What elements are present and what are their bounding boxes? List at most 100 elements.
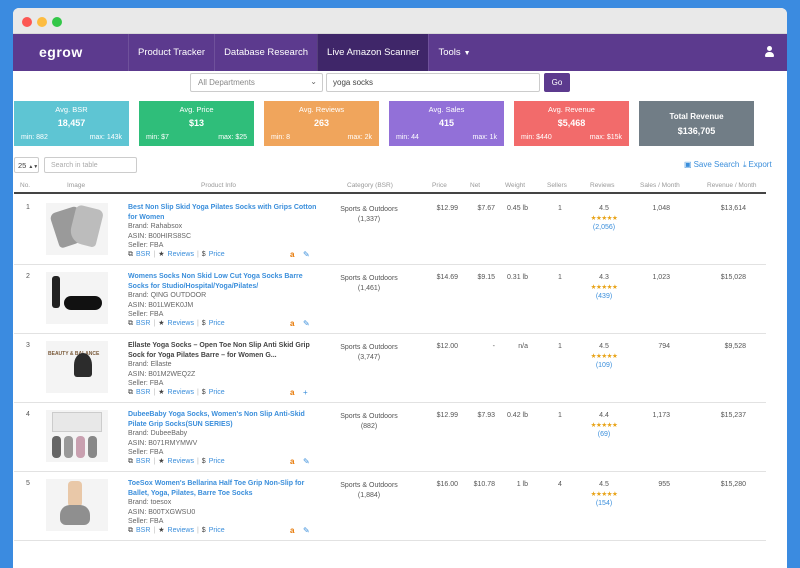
stat-label: Avg. Price (179, 105, 214, 114)
review-count-link[interactable]: (439) (595, 293, 613, 300)
table-row: 3 BEAUTY & BALANCE Ellaste Yoga Socks – … (14, 334, 766, 403)
logo[interactable]: egrow (39, 44, 83, 60)
save-search-link[interactable]: ▣ Save Search (684, 160, 739, 169)
stat-value: $136,705 (677, 126, 716, 136)
price-link[interactable]: Price (208, 527, 225, 534)
review-count-link[interactable]: (109) (595, 362, 613, 369)
col-price[interactable]: Price (432, 182, 447, 189)
plus-icon[interactable]: + (303, 388, 308, 397)
category-bsr: (1,337) (357, 216, 381, 223)
edit-icon[interactable]: ✎ (303, 526, 310, 535)
review-count-link[interactable]: (154) (595, 500, 613, 507)
reviews-link[interactable]: Reviews (167, 458, 194, 465)
export-label: Export (748, 160, 772, 169)
maximize-window-button[interactable] (52, 17, 62, 27)
top-navbar: egrow Product Tracker Database Research … (13, 34, 787, 71)
reviews-link[interactable]: Reviews (167, 251, 194, 258)
star-icon: ★ (158, 458, 165, 465)
nav-live-amazon-scanner[interactable]: Live Amazon Scanner (317, 34, 429, 71)
product-title-link[interactable]: ToeSox Women's Bellarina Half Toe Grip N… (128, 480, 305, 497)
row-number: 1 (26, 204, 30, 211)
stat-max: max: 143k (89, 134, 122, 141)
bsr-link[interactable]: BSR (136, 320, 151, 327)
product-image[interactable]: BEAUTY & BALANCE (46, 341, 108, 393)
col-reviews[interactable]: Reviews (590, 182, 615, 189)
product-seller: Seller: FBA (128, 449, 164, 456)
bsr-link[interactable]: BSR (136, 458, 151, 465)
chevron-down-icon: ▲▼ (28, 164, 39, 170)
search-input[interactable]: yoga socks (326, 73, 540, 92)
row-number: 4 (26, 411, 30, 418)
category-cell: Sports & Outdoors (1,337) (332, 205, 406, 225)
reviews-link[interactable]: Reviews (167, 527, 194, 534)
amazon-icon[interactable]: a (290, 526, 295, 535)
sellers-cell: 1 (558, 205, 562, 212)
export-link[interactable]: ⤓ Export (743, 160, 772, 170)
net-cell: $9.15 (477, 274, 495, 281)
col-revenue-month[interactable]: Revenue / Month (707, 182, 757, 189)
rating-stars: ★★★★★ (590, 352, 618, 360)
user-icon[interactable] (764, 46, 775, 58)
sellers-cell: 4 (558, 481, 562, 488)
stat-card: Total Revenue $136,705 (639, 101, 754, 146)
page-size-value: 25 (18, 161, 27, 170)
category-cell: Sports & Outdoors (3,747) (332, 343, 406, 363)
reviews-link[interactable]: Reviews (167, 320, 194, 327)
table-search-input[interactable]: Search in table (44, 157, 137, 173)
product-info: Womens Socks Non Skid Low Cut Yoga Socks… (128, 272, 318, 320)
edit-icon[interactable]: ✎ (303, 319, 310, 328)
nav-database-research[interactable]: Database Research (214, 34, 317, 71)
chart-icon: ⧉ (128, 251, 133, 258)
product-seller: Seller: FBA (128, 518, 164, 525)
stat-min: min: $7 (146, 134, 169, 141)
product-image[interactable] (46, 203, 108, 255)
review-count-link[interactable]: (2,056) (592, 224, 616, 231)
product-image[interactable] (46, 272, 108, 324)
rating-value: 4.3 (599, 274, 609, 281)
bsr-link[interactable]: BSR (136, 527, 151, 534)
review-count-link[interactable]: (69) (597, 431, 611, 438)
rating-value: 4.5 (599, 205, 609, 212)
product-title-link[interactable]: Ellaste Yoga Socks – Open Toe Non Slip A… (128, 342, 310, 359)
product-title-link[interactable]: Womens Socks Non Skid Low Cut Yoga Socks… (128, 273, 303, 290)
bsr-link[interactable]: BSR (136, 251, 151, 258)
col-no[interactable]: No. (20, 182, 31, 189)
price-link[interactable]: Price (208, 389, 225, 396)
col-weight[interactable]: Weight (505, 182, 526, 189)
category-cell: Sports & Outdoors (1,461) (332, 274, 406, 294)
nav-tools[interactable]: Tools ▼ (428, 34, 479, 71)
col-sellers[interactable]: Sellers (547, 182, 567, 189)
col-product-info[interactable]: Product Info (201, 182, 237, 189)
go-button[interactable]: Go (544, 73, 570, 92)
page-size-select[interactable]: 25 ▲▼ (14, 157, 39, 173)
amazon-icon[interactable]: a (290, 319, 295, 328)
revenue-cell: $15,280 (720, 481, 746, 488)
price-link[interactable]: Price (208, 251, 225, 258)
product-brand: Brand: QING OUTDOOR (128, 292, 207, 299)
col-net[interactable]: Net (470, 182, 481, 189)
edit-icon[interactable]: ✎ (303, 457, 310, 466)
nav-product-tracker[interactable]: Product Tracker (128, 34, 214, 71)
bsr-link[interactable]: BSR (136, 389, 151, 396)
row-actions: ⧉ BSR | ★ Reviews | $ Price (128, 389, 225, 396)
minimize-window-button[interactable] (37, 17, 47, 27)
weight-cell: 0.31 lb (506, 274, 528, 281)
product-title-link[interactable]: DubeeBaby Yoga Socks, Women's Non Slip A… (128, 411, 305, 428)
close-window-button[interactable] (22, 17, 32, 27)
department-select[interactable]: All Departments ⌄ (190, 73, 323, 92)
net-cell: $10.78 (473, 481, 495, 488)
amazon-icon[interactable]: a (290, 250, 295, 259)
amazon-icon[interactable]: a (290, 388, 295, 397)
product-image[interactable] (46, 479, 108, 531)
col-sales-month[interactable]: Sales / Month (640, 182, 680, 189)
product-title-link[interactable]: Best Non Slip Skid Yoga Pilates Socks wi… (128, 204, 317, 221)
price-link[interactable]: Price (208, 320, 225, 327)
amazon-icon[interactable]: a (290, 457, 295, 466)
col-category[interactable]: Category (BSR) (347, 182, 393, 189)
reviews-link[interactable]: Reviews (167, 389, 194, 396)
sales-cell: 1,048 (652, 205, 670, 212)
edit-icon[interactable]: ✎ (303, 250, 310, 259)
stat-min: min: 8 (271, 134, 291, 141)
product-image[interactable] (46, 410, 108, 462)
price-link[interactable]: Price (208, 458, 225, 465)
